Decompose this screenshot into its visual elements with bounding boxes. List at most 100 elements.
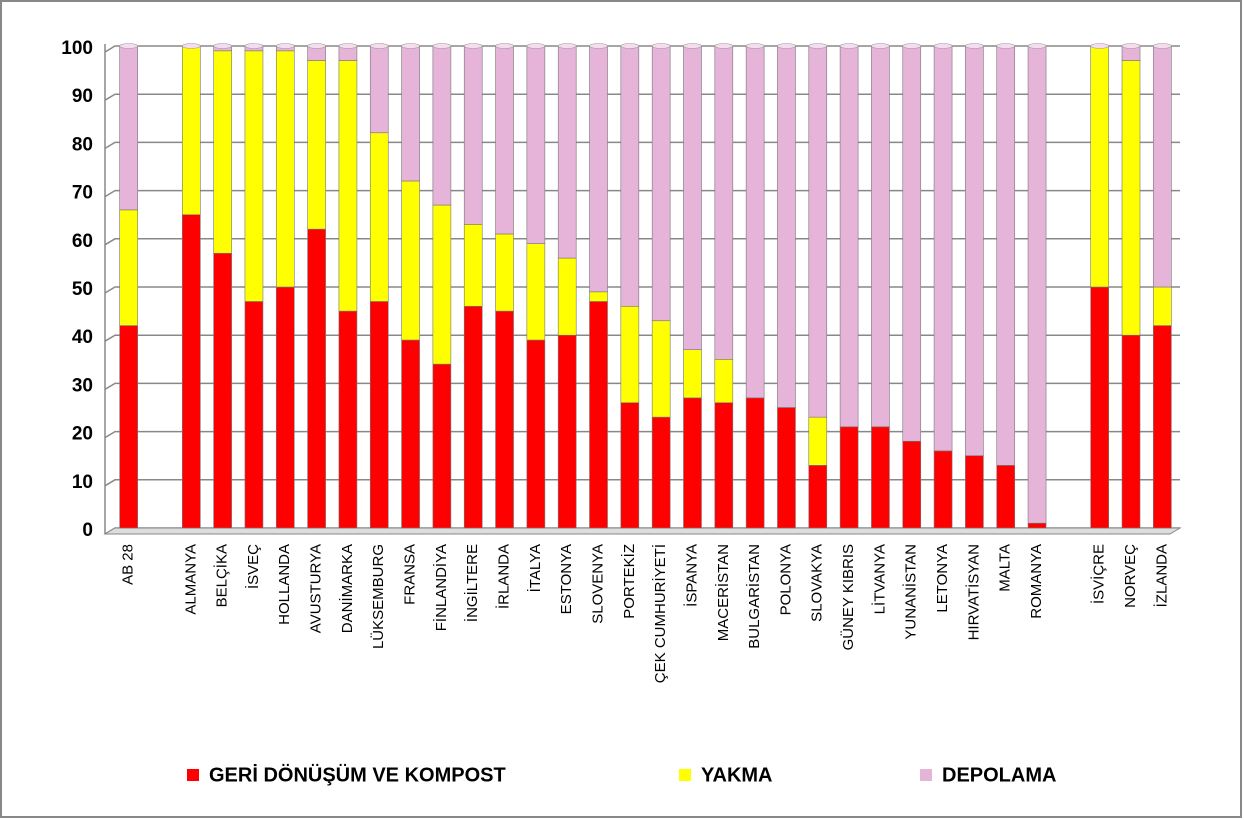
bar-segment	[839, 45, 859, 428]
bar-top	[1153, 43, 1172, 49]
bar-segment	[871, 45, 890, 428]
x-tick-label: BELÇİKA	[213, 544, 231, 607]
bar-segment	[620, 305, 640, 403]
legend-swatch	[920, 769, 932, 781]
bar-segment	[526, 339, 546, 529]
bar-top	[589, 43, 608, 49]
bar-top	[1121, 43, 1141, 49]
bar-segment	[557, 257, 577, 336]
x-tick-label: ÇEK CUMHURİYETİ	[651, 544, 669, 683]
x-tick-label: AVUSTURYA	[308, 544, 325, 633]
x-tick-label: FRANSA	[402, 544, 419, 605]
bar-top	[965, 43, 984, 49]
bar-segment	[871, 426, 890, 529]
bar-segment	[432, 45, 452, 206]
legend-swatch	[187, 769, 199, 781]
bar-segment	[1090, 45, 1109, 288]
x-tick-label: YUNANİSTAN	[902, 544, 920, 640]
bar-segment	[714, 402, 734, 529]
legend-label: DEPOLAMA	[942, 764, 1056, 786]
bar-segment	[526, 243, 546, 341]
bar-segment	[808, 416, 828, 466]
bar-top	[902, 43, 922, 49]
bar-top	[338, 43, 358, 49]
bar-segment	[1153, 325, 1172, 529]
x-tick-label: DANİMARKA	[338, 544, 356, 633]
x-tick-label: ESTONYA	[558, 544, 575, 614]
bar-top	[119, 43, 138, 49]
bar-segment	[777, 45, 796, 408]
bar-segment	[902, 440, 922, 529]
x-tick-label: LETONYA	[934, 544, 951, 613]
x-tick-label: İTALYA	[526, 544, 544, 592]
x-tick-label: ALMANYA	[182, 544, 199, 615]
x-tick-label: İNGİLTERE	[463, 544, 481, 622]
bar-segment	[119, 209, 138, 326]
bar-segment	[432, 204, 452, 365]
x-tick-label: İSPANYA	[682, 544, 700, 607]
bar-segment	[996, 465, 1016, 529]
bar-segment	[620, 402, 640, 529]
x-tick-label: HOLLANDA	[276, 544, 293, 625]
bar-segment	[275, 286, 295, 529]
bar-segment	[401, 339, 420, 529]
bar-segment	[651, 416, 671, 529]
bar-segment	[557, 45, 577, 259]
bar-segment	[808, 45, 828, 418]
legend-swatch	[679, 769, 691, 781]
x-tick-label: MACERİSTAN	[714, 544, 732, 641]
bar-segment	[401, 180, 420, 341]
bar-top	[495, 43, 514, 49]
bar-top	[275, 43, 295, 49]
bar-top	[620, 43, 640, 49]
bar-top	[557, 43, 577, 49]
x-tick-label: SLOVENYA	[589, 544, 606, 624]
bar-segment	[557, 334, 577, 529]
bar-segment	[119, 325, 138, 529]
bar-segment	[651, 320, 671, 418]
bar-segment	[307, 228, 326, 529]
bar-top	[714, 43, 734, 49]
bar-segment	[495, 45, 514, 235]
bar-segment	[213, 50, 232, 254]
bar-segment	[1027, 522, 1047, 529]
y-tick-label: 70	[72, 183, 93, 204]
bar-segment	[369, 45, 389, 134]
bar-segment	[683, 397, 702, 529]
bar-segment	[495, 233, 514, 312]
bar-segment	[683, 349, 702, 399]
bar-top	[432, 43, 452, 49]
y-tick-label: 90	[72, 86, 93, 107]
bar-segment	[1121, 60, 1141, 336]
bar-segment	[307, 60, 326, 230]
bar-segment	[996, 45, 1016, 466]
bar-top	[808, 43, 828, 49]
bar-top	[182, 43, 201, 49]
bar-top	[1027, 43, 1047, 49]
x-tick-label: GÜNEY KIBRIS	[839, 544, 857, 650]
bar-segment	[902, 45, 922, 442]
bar-segment	[495, 310, 514, 529]
x-tick-label: İSVİÇRE	[1090, 544, 1108, 604]
bar-top	[996, 43, 1016, 49]
y-tick-label: 40	[72, 327, 93, 348]
bar-top	[401, 43, 420, 49]
x-tick-label: SLOVAKYA	[809, 544, 826, 622]
y-tick-label: 50	[72, 279, 93, 300]
bar-segment	[1090, 286, 1109, 529]
bar-segment	[745, 45, 765, 399]
bar-segment	[1153, 45, 1172, 288]
bar-top	[651, 43, 671, 49]
bar-top	[777, 43, 796, 49]
legend-label: YAKMA	[701, 764, 773, 786]
bar-segment	[463, 305, 483, 529]
bar-segment	[589, 301, 608, 529]
bar-top	[871, 43, 890, 49]
bar-segment	[965, 455, 984, 529]
bar-segment	[244, 50, 264, 302]
bar-segment	[683, 45, 702, 350]
bar-segment	[213, 252, 232, 529]
bar-segment	[965, 45, 984, 457]
bar-segment	[620, 45, 640, 307]
